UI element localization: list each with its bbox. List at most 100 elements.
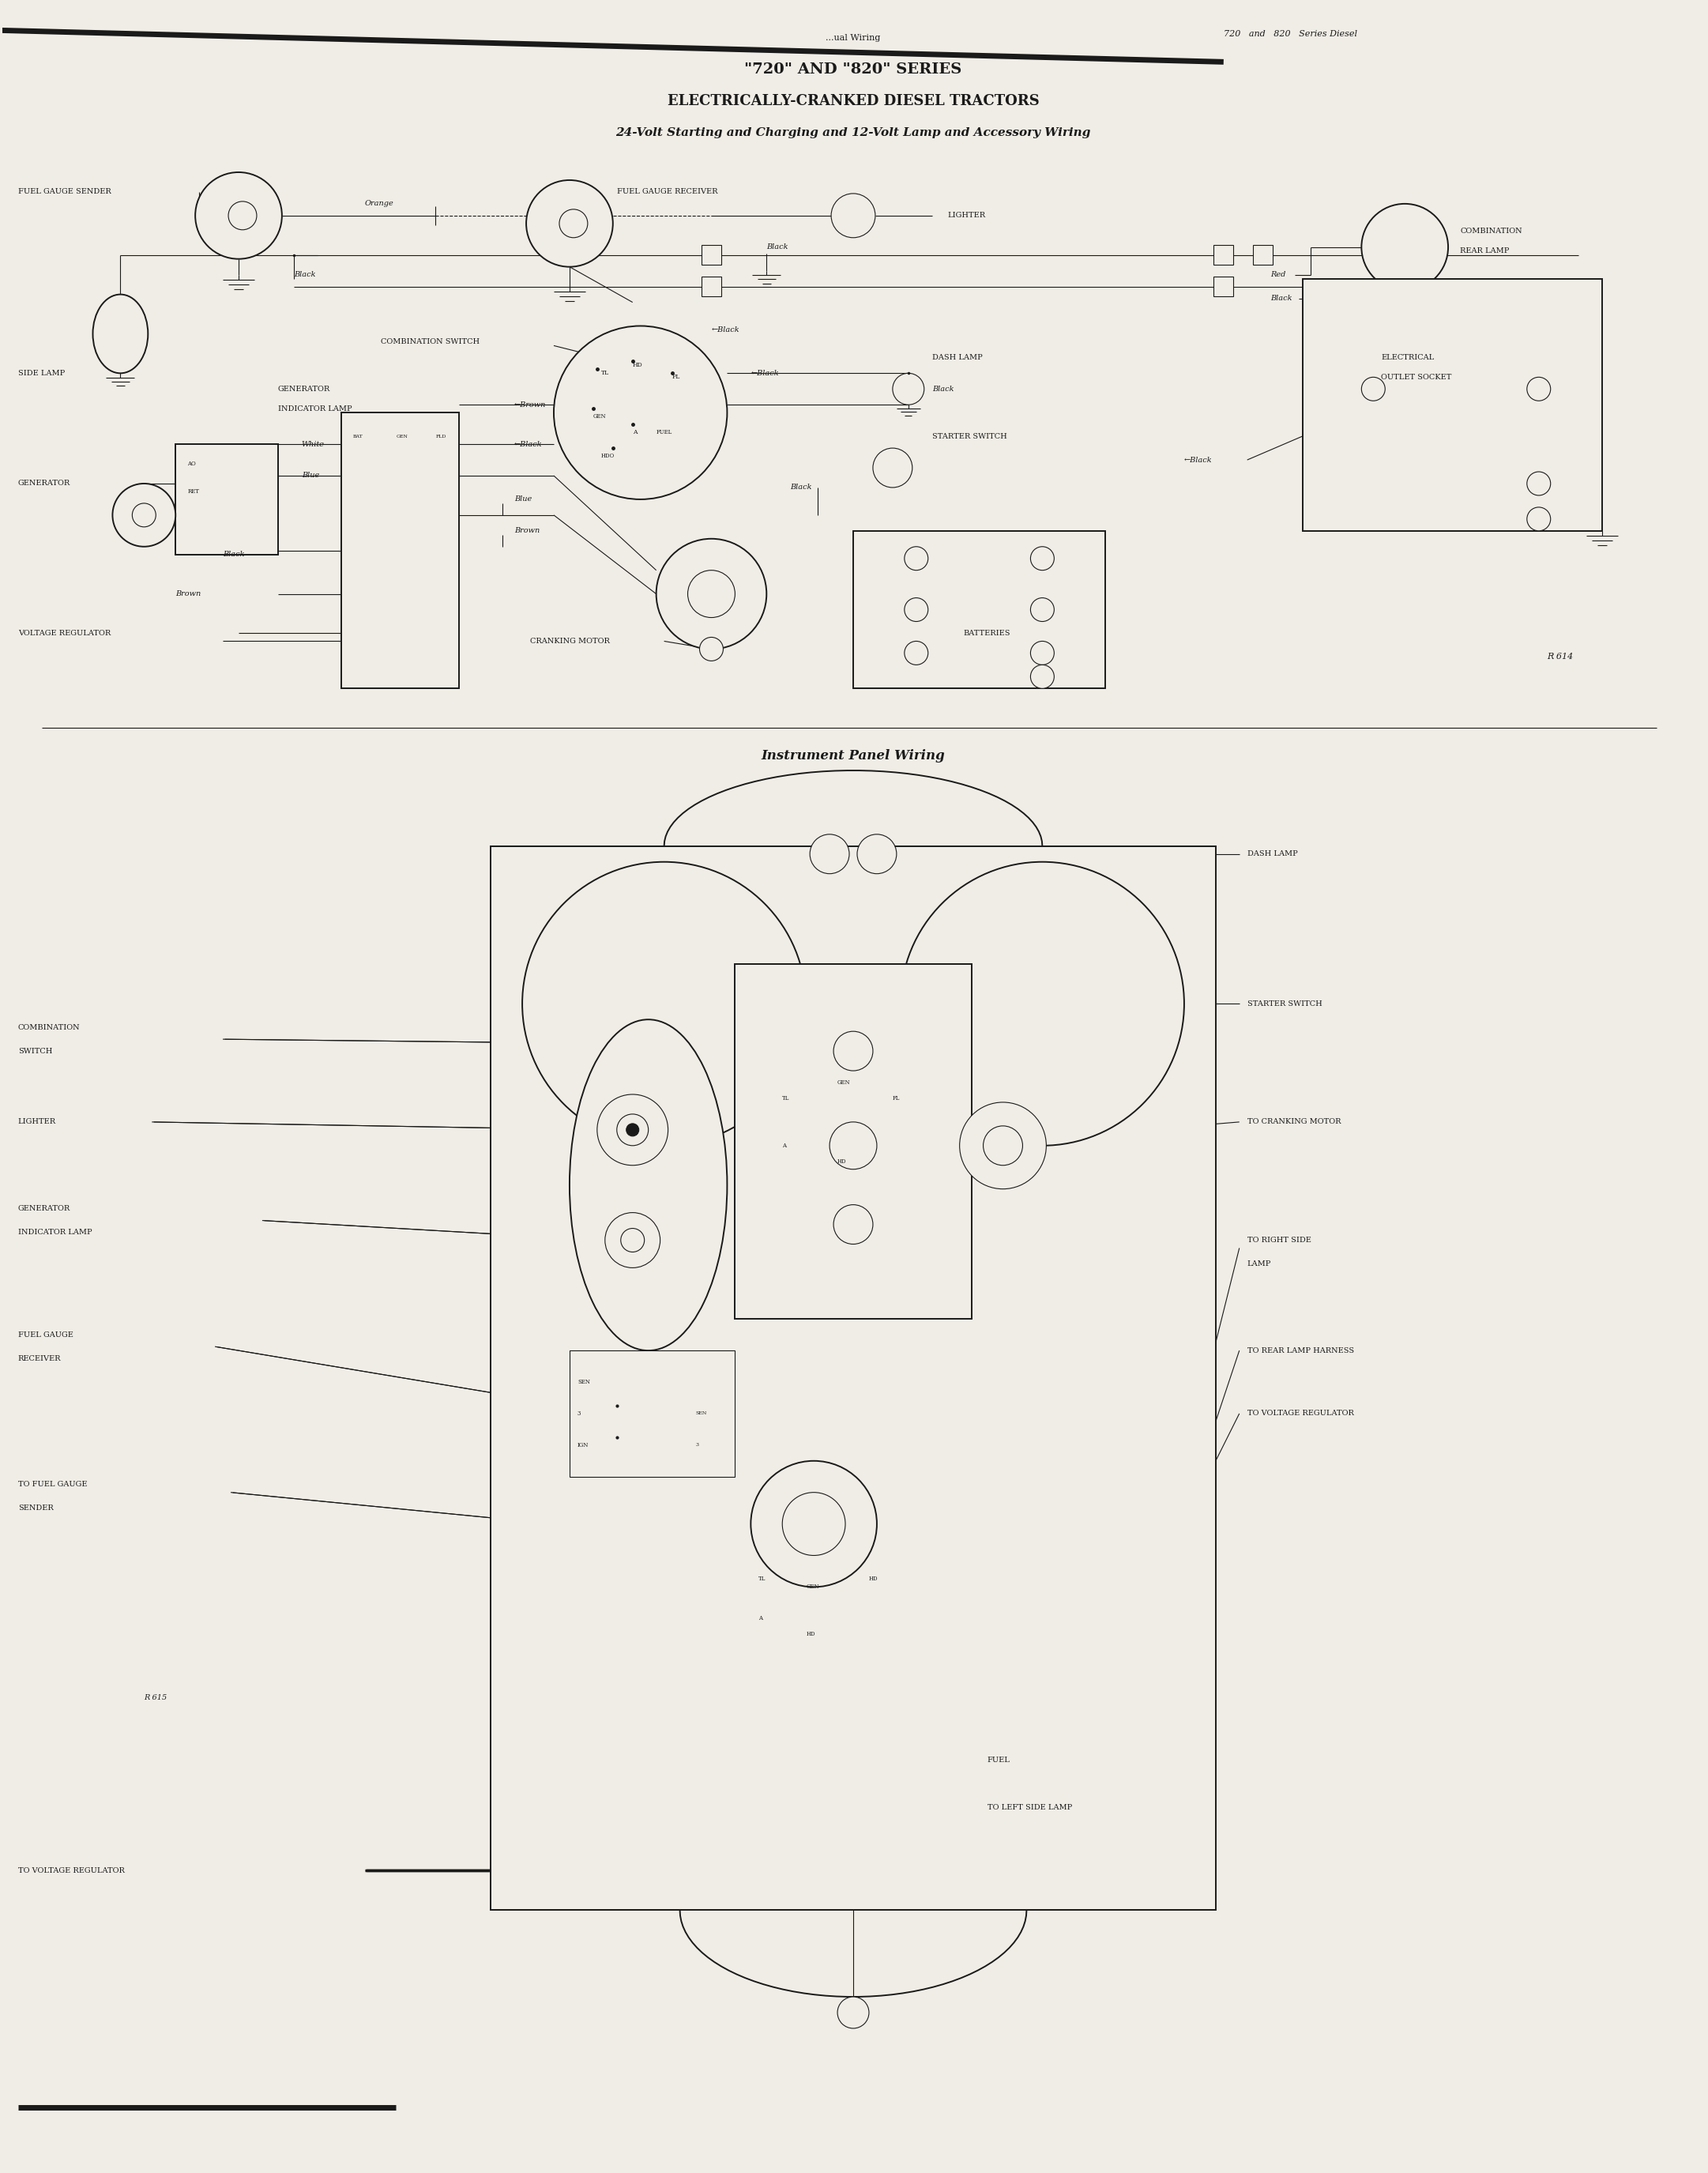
Text: GEN: GEN [837, 1080, 851, 1086]
Circle shape [598, 1095, 668, 1165]
Circle shape [700, 637, 722, 661]
Text: 24-Volt Starting and Charging and 12-Volt Lamp and Accessory Wiring: 24-Volt Starting and Charging and 12-Vol… [615, 128, 1091, 139]
Text: REAR LAMP: REAR LAMP [1460, 248, 1510, 254]
Circle shape [132, 504, 155, 526]
Text: 3: 3 [695, 1443, 699, 1447]
Text: STARTER SWITCH: STARTER SWITCH [1247, 1000, 1322, 1008]
Ellipse shape [92, 293, 149, 374]
Circle shape [834, 1204, 873, 1245]
Text: DASH LAMP: DASH LAMP [933, 354, 982, 361]
Text: A: A [782, 1143, 786, 1150]
Circle shape [627, 1123, 639, 1136]
Text: FL: FL [893, 1095, 900, 1102]
Text: Black: Black [294, 272, 316, 278]
Text: Brown: Brown [176, 591, 202, 598]
Text: Blue: Blue [514, 495, 531, 502]
Circle shape [617, 1115, 649, 1145]
Text: SWITCH: SWITCH [19, 1047, 53, 1054]
Circle shape [195, 172, 282, 259]
Text: SEN: SEN [577, 1380, 589, 1384]
Bar [569, 1352, 734, 1478]
Text: ←Black: ←Black [752, 369, 779, 376]
Circle shape [960, 1102, 1047, 1189]
Circle shape [1527, 506, 1551, 530]
Bar [1214, 246, 1233, 265]
Text: RET: RET [188, 489, 200, 495]
Text: SEN: SEN [695, 1412, 707, 1415]
Text: IGN: IGN [577, 1443, 589, 1447]
Text: TL: TL [601, 369, 610, 376]
Circle shape [832, 193, 874, 237]
Text: COMBINATION: COMBINATION [1460, 228, 1522, 235]
Text: TO CRANKING MOTOR: TO CRANKING MOTOR [1247, 1119, 1341, 1126]
Bar [854, 530, 1105, 689]
Text: OUTLET SOCKET: OUTLET SOCKET [1382, 374, 1452, 380]
Circle shape [782, 1493, 845, 1556]
Circle shape [752, 1460, 876, 1586]
Text: LIGHTER: LIGHTER [948, 213, 986, 219]
Text: HD: HD [632, 363, 642, 369]
Text: SENDER: SENDER [19, 1504, 53, 1512]
Text: COMBINATION: COMBINATION [19, 1023, 80, 1030]
Bar [1214, 276, 1233, 296]
Text: SIDE LAMP: SIDE LAMP [19, 369, 65, 376]
Bar [702, 276, 721, 296]
Text: ←Black: ←Black [514, 441, 543, 448]
Text: AO: AO [188, 461, 196, 467]
Circle shape [523, 863, 806, 1145]
Text: BATTERIES: BATTERIES [963, 630, 1011, 637]
Text: ←Black: ←Black [1184, 456, 1213, 463]
Circle shape [620, 1228, 644, 1252]
Text: TL: TL [758, 1575, 767, 1582]
Text: FUEL GAUGE RECEIVER: FUEL GAUGE RECEIVER [617, 189, 717, 196]
Text: LAMP: LAMP [1247, 1260, 1271, 1267]
Text: ...ual Wiring: ...ual Wiring [825, 35, 881, 41]
Text: RECEIVER: RECEIVER [19, 1354, 61, 1362]
Text: A: A [758, 1615, 762, 1621]
Circle shape [1030, 641, 1054, 665]
Text: GEN: GEN [593, 413, 606, 419]
Text: TO VOLTAGE REGULATOR: TO VOLTAGE REGULATOR [1247, 1410, 1354, 1417]
Circle shape [1527, 472, 1551, 495]
Circle shape [1030, 665, 1054, 689]
Text: HD: HD [837, 1158, 847, 1165]
Text: Brown: Brown [514, 528, 540, 535]
Text: TO FUEL GAUGE: TO FUEL GAUGE [19, 1482, 87, 1489]
Circle shape [900, 863, 1184, 1145]
Text: CRANKING MOTOR: CRANKING MOTOR [529, 637, 610, 645]
Text: VOLTAGE REGULATOR: VOLTAGE REGULATOR [19, 630, 111, 637]
Text: 720   and   820   Series Diesel: 720 and 820 Series Diesel [1223, 30, 1358, 39]
Circle shape [834, 1032, 873, 1071]
Circle shape [1527, 378, 1551, 400]
Circle shape [229, 202, 256, 230]
Text: GEN: GEN [396, 435, 408, 439]
Text: Black: Black [222, 552, 244, 558]
Text: LIGHTER: LIGHTER [19, 1119, 56, 1126]
Text: ELECTRICAL: ELECTRICAL [1382, 354, 1435, 361]
Bar [342, 413, 459, 689]
Text: BAT: BAT [354, 435, 362, 439]
Circle shape [1361, 204, 1448, 291]
Text: White: White [302, 441, 325, 448]
Text: FUEL: FUEL [987, 1756, 1009, 1764]
Bar [702, 246, 721, 265]
Text: GENERATOR: GENERATOR [278, 385, 330, 393]
Text: HD: HD [806, 1632, 815, 1638]
Circle shape [526, 180, 613, 267]
Text: FUEL: FUEL [656, 430, 673, 435]
Circle shape [905, 548, 927, 569]
Bar [1254, 246, 1272, 265]
Text: GENERATOR: GENERATOR [19, 1206, 70, 1213]
Text: GEN: GEN [806, 1584, 820, 1591]
Text: COMBINATION SWITCH: COMBINATION SWITCH [381, 339, 480, 346]
Text: Black: Black [791, 485, 811, 491]
Circle shape [905, 598, 927, 621]
Text: TO REAR LAMP HARNESS: TO REAR LAMP HARNESS [1247, 1347, 1354, 1354]
Text: Black: Black [933, 385, 953, 393]
Circle shape [553, 326, 728, 500]
Text: INDICATOR LAMP: INDICATOR LAMP [278, 404, 352, 413]
Text: 3: 3 [577, 1410, 581, 1417]
Text: Black: Black [1271, 296, 1293, 302]
Text: HD: HD [869, 1575, 878, 1582]
Text: Instrument Panel Wiring: Instrument Panel Wiring [762, 750, 945, 763]
